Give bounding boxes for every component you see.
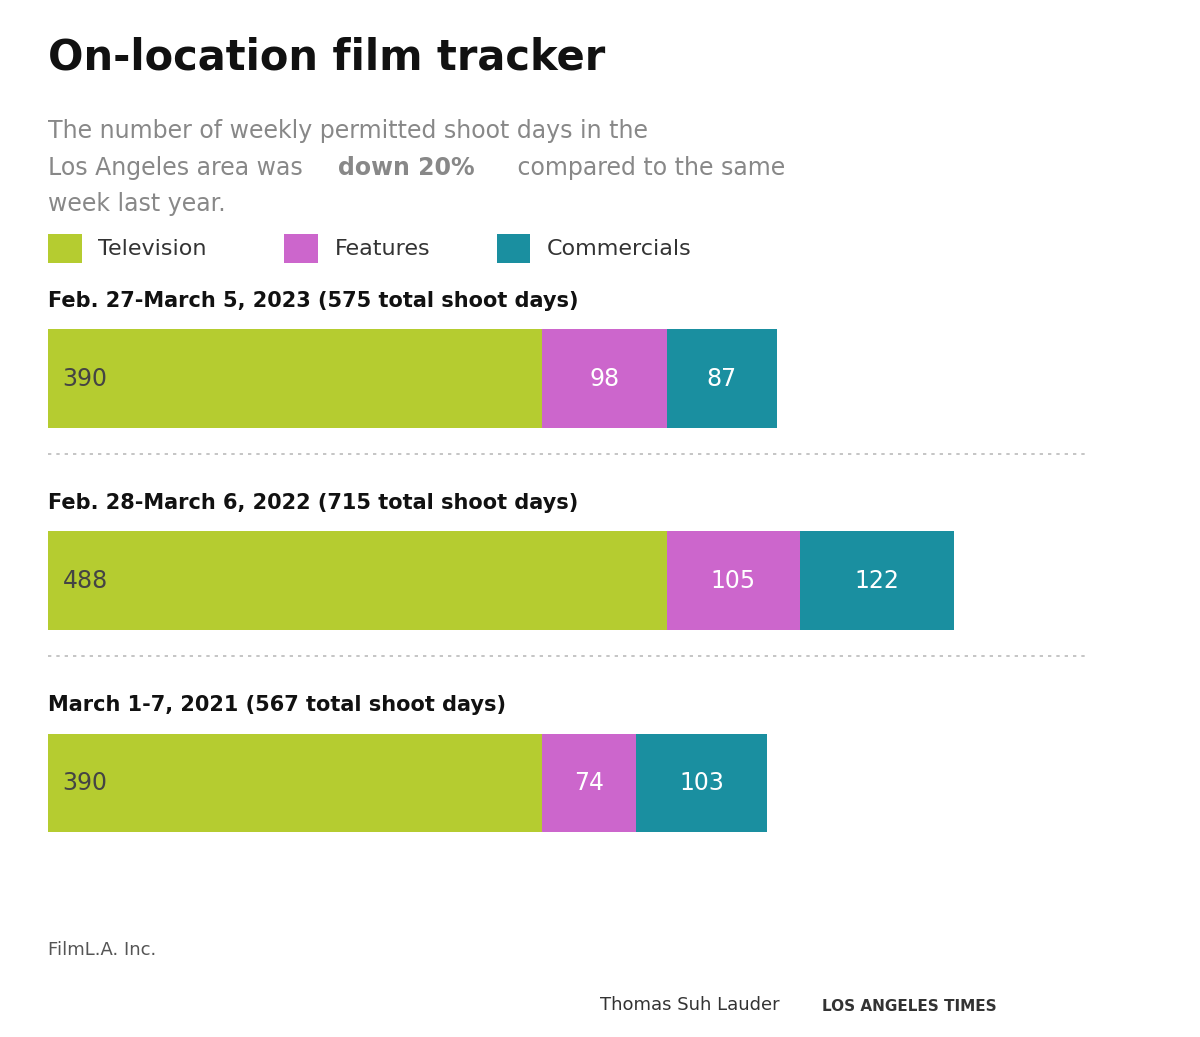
Text: compared to the same: compared to the same [510, 156, 785, 179]
Text: down 20%: down 20% [338, 156, 475, 179]
Text: 105: 105 [710, 568, 756, 593]
FancyBboxPatch shape [542, 734, 636, 832]
Text: FilmL.A. Inc.: FilmL.A. Inc. [48, 942, 156, 959]
FancyBboxPatch shape [666, 532, 799, 630]
Text: Los Angeles area was: Los Angeles area was [48, 156, 311, 179]
FancyBboxPatch shape [48, 532, 666, 630]
Text: Features: Features [335, 239, 431, 259]
FancyBboxPatch shape [284, 234, 318, 263]
Text: 390: 390 [62, 366, 108, 391]
FancyBboxPatch shape [48, 734, 542, 832]
FancyBboxPatch shape [48, 234, 82, 263]
Text: The number of weekly permitted shoot days in the: The number of weekly permitted shoot day… [48, 119, 648, 143]
Text: Feb. 28-March 6, 2022 (715 total shoot days): Feb. 28-March 6, 2022 (715 total shoot d… [48, 493, 578, 513]
FancyBboxPatch shape [497, 234, 530, 263]
Text: 98: 98 [589, 366, 619, 391]
Text: 488: 488 [62, 568, 108, 593]
FancyBboxPatch shape [542, 330, 666, 428]
FancyBboxPatch shape [636, 734, 767, 832]
Text: 122: 122 [854, 568, 899, 593]
Text: Television: Television [98, 239, 206, 259]
Text: 87: 87 [707, 366, 737, 391]
Text: Thomas Suh Lauder: Thomas Suh Lauder [600, 997, 797, 1014]
Text: 390: 390 [62, 770, 108, 795]
FancyBboxPatch shape [48, 330, 542, 428]
Text: LOS ANGELES TIMES: LOS ANGELES TIMES [822, 1000, 997, 1014]
Text: 74: 74 [575, 770, 605, 795]
Text: 103: 103 [679, 770, 724, 795]
FancyBboxPatch shape [666, 330, 776, 428]
Text: On-location film tracker: On-location film tracker [48, 36, 605, 79]
FancyBboxPatch shape [799, 532, 954, 630]
Text: Feb. 27-March 5, 2023 (575 total shoot days): Feb. 27-March 5, 2023 (575 total shoot d… [48, 290, 578, 311]
Text: March 1-7, 2021 (567 total shoot days): March 1-7, 2021 (567 total shoot days) [48, 695, 506, 716]
Text: Commercials: Commercials [547, 239, 692, 259]
Text: week last year.: week last year. [48, 192, 226, 216]
